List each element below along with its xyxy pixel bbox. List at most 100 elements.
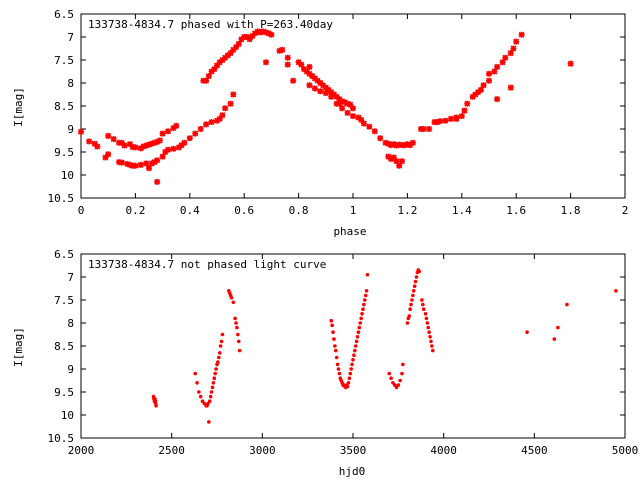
data-point	[359, 316, 363, 321]
data-points	[151, 268, 618, 424]
data-point	[298, 61, 305, 68]
data-point	[410, 298, 414, 302]
data-point	[336, 367, 341, 371]
data-point	[219, 57, 226, 63]
data-point	[361, 307, 365, 312]
data-point	[154, 178, 161, 185]
data-point	[328, 89, 335, 96]
data-point	[388, 155, 395, 162]
data-point	[234, 321, 238, 325]
data-point	[364, 289, 369, 293]
data-point	[507, 50, 514, 57]
data-point	[346, 381, 351, 385]
data-point	[265, 30, 272, 37]
data-point	[461, 107, 468, 114]
x-tick-label: 3000	[249, 444, 276, 457]
data-point	[231, 300, 236, 305]
data-point	[567, 60, 574, 67]
data-point	[333, 344, 337, 348]
data-point	[219, 112, 226, 119]
data-point	[207, 420, 211, 424]
y-tick-label: 7.5	[54, 294, 74, 307]
data-point	[217, 355, 221, 360]
data-point	[193, 371, 198, 376]
data-point	[486, 77, 492, 84]
data-point	[556, 325, 560, 330]
data-point	[211, 66, 218, 73]
data-point	[458, 113, 465, 120]
data-point	[162, 149, 169, 155]
data-point	[427, 330, 431, 335]
data-point	[126, 161, 133, 168]
data-point	[494, 63, 501, 70]
data-point	[208, 68, 215, 75]
data-point	[377, 135, 384, 142]
data-point	[243, 34, 250, 40]
data-point	[341, 99, 348, 106]
data-point	[235, 40, 242, 47]
y-tick-label: 8	[67, 317, 74, 330]
x-tick-label: 0	[78, 204, 85, 217]
data-point	[181, 139, 188, 146]
data-point	[382, 139, 389, 146]
y-tick-label: 9	[67, 123, 74, 136]
data-point	[409, 139, 416, 146]
data-point	[425, 321, 430, 325]
data-point	[132, 144, 139, 151]
data-point	[317, 80, 324, 86]
data-point	[102, 154, 109, 161]
data-point	[464, 100, 471, 107]
data-point	[192, 130, 199, 137]
data-point	[434, 119, 441, 126]
data-point	[105, 132, 112, 139]
data-point	[236, 339, 241, 344]
data-point	[220, 332, 225, 337]
data-point	[224, 52, 231, 59]
data-point	[148, 140, 155, 147]
data-point	[347, 101, 354, 108]
data-point	[198, 394, 203, 399]
x-tick-label: 0.8	[289, 204, 309, 217]
data-point	[216, 115, 223, 122]
data-point	[414, 275, 419, 279]
data-point	[420, 298, 424, 302]
data-point	[322, 90, 329, 97]
data-point	[360, 120, 367, 127]
x-tick-label: 2500	[158, 444, 185, 457]
data-point	[332, 337, 336, 341]
data-point	[156, 137, 163, 144]
axis-ticks: 0 0.2 0.4 0.6 0.8 1 1.2 1.4 1.6 1.8 2 6.5 7 7.5 8 8.5 9 9…	[48, 8, 629, 217]
data-point	[331, 330, 335, 335]
data-point	[146, 165, 152, 172]
data-point	[124, 160, 131, 167]
data-point	[86, 138, 93, 145]
data-point	[311, 85, 318, 92]
data-point	[208, 119, 215, 126]
data-point	[178, 142, 185, 149]
data-point	[186, 135, 193, 142]
data-point	[209, 390, 214, 394]
data-point	[426, 325, 431, 330]
data-point	[306, 82, 313, 89]
data-point	[353, 348, 357, 353]
x-tick-label: 3500	[340, 444, 367, 457]
data-point	[229, 295, 234, 300]
data-point	[330, 323, 334, 328]
data-point	[347, 376, 352, 381]
data-point	[398, 378, 402, 383]
data-point	[363, 293, 368, 298]
data-point	[469, 93, 476, 100]
data-point	[350, 105, 356, 112]
data-point	[143, 160, 150, 167]
data-point	[173, 122, 180, 129]
data-point	[426, 126, 433, 132]
data-point	[284, 54, 291, 61]
data-point	[388, 142, 395, 149]
data-point	[330, 91, 337, 98]
data-point	[236, 332, 240, 337]
x-tick-label: 1.8	[561, 204, 581, 217]
data-point	[246, 36, 253, 43]
data-point	[137, 161, 144, 168]
x-tick-label: 2	[622, 204, 629, 217]
data-point	[404, 141, 411, 148]
